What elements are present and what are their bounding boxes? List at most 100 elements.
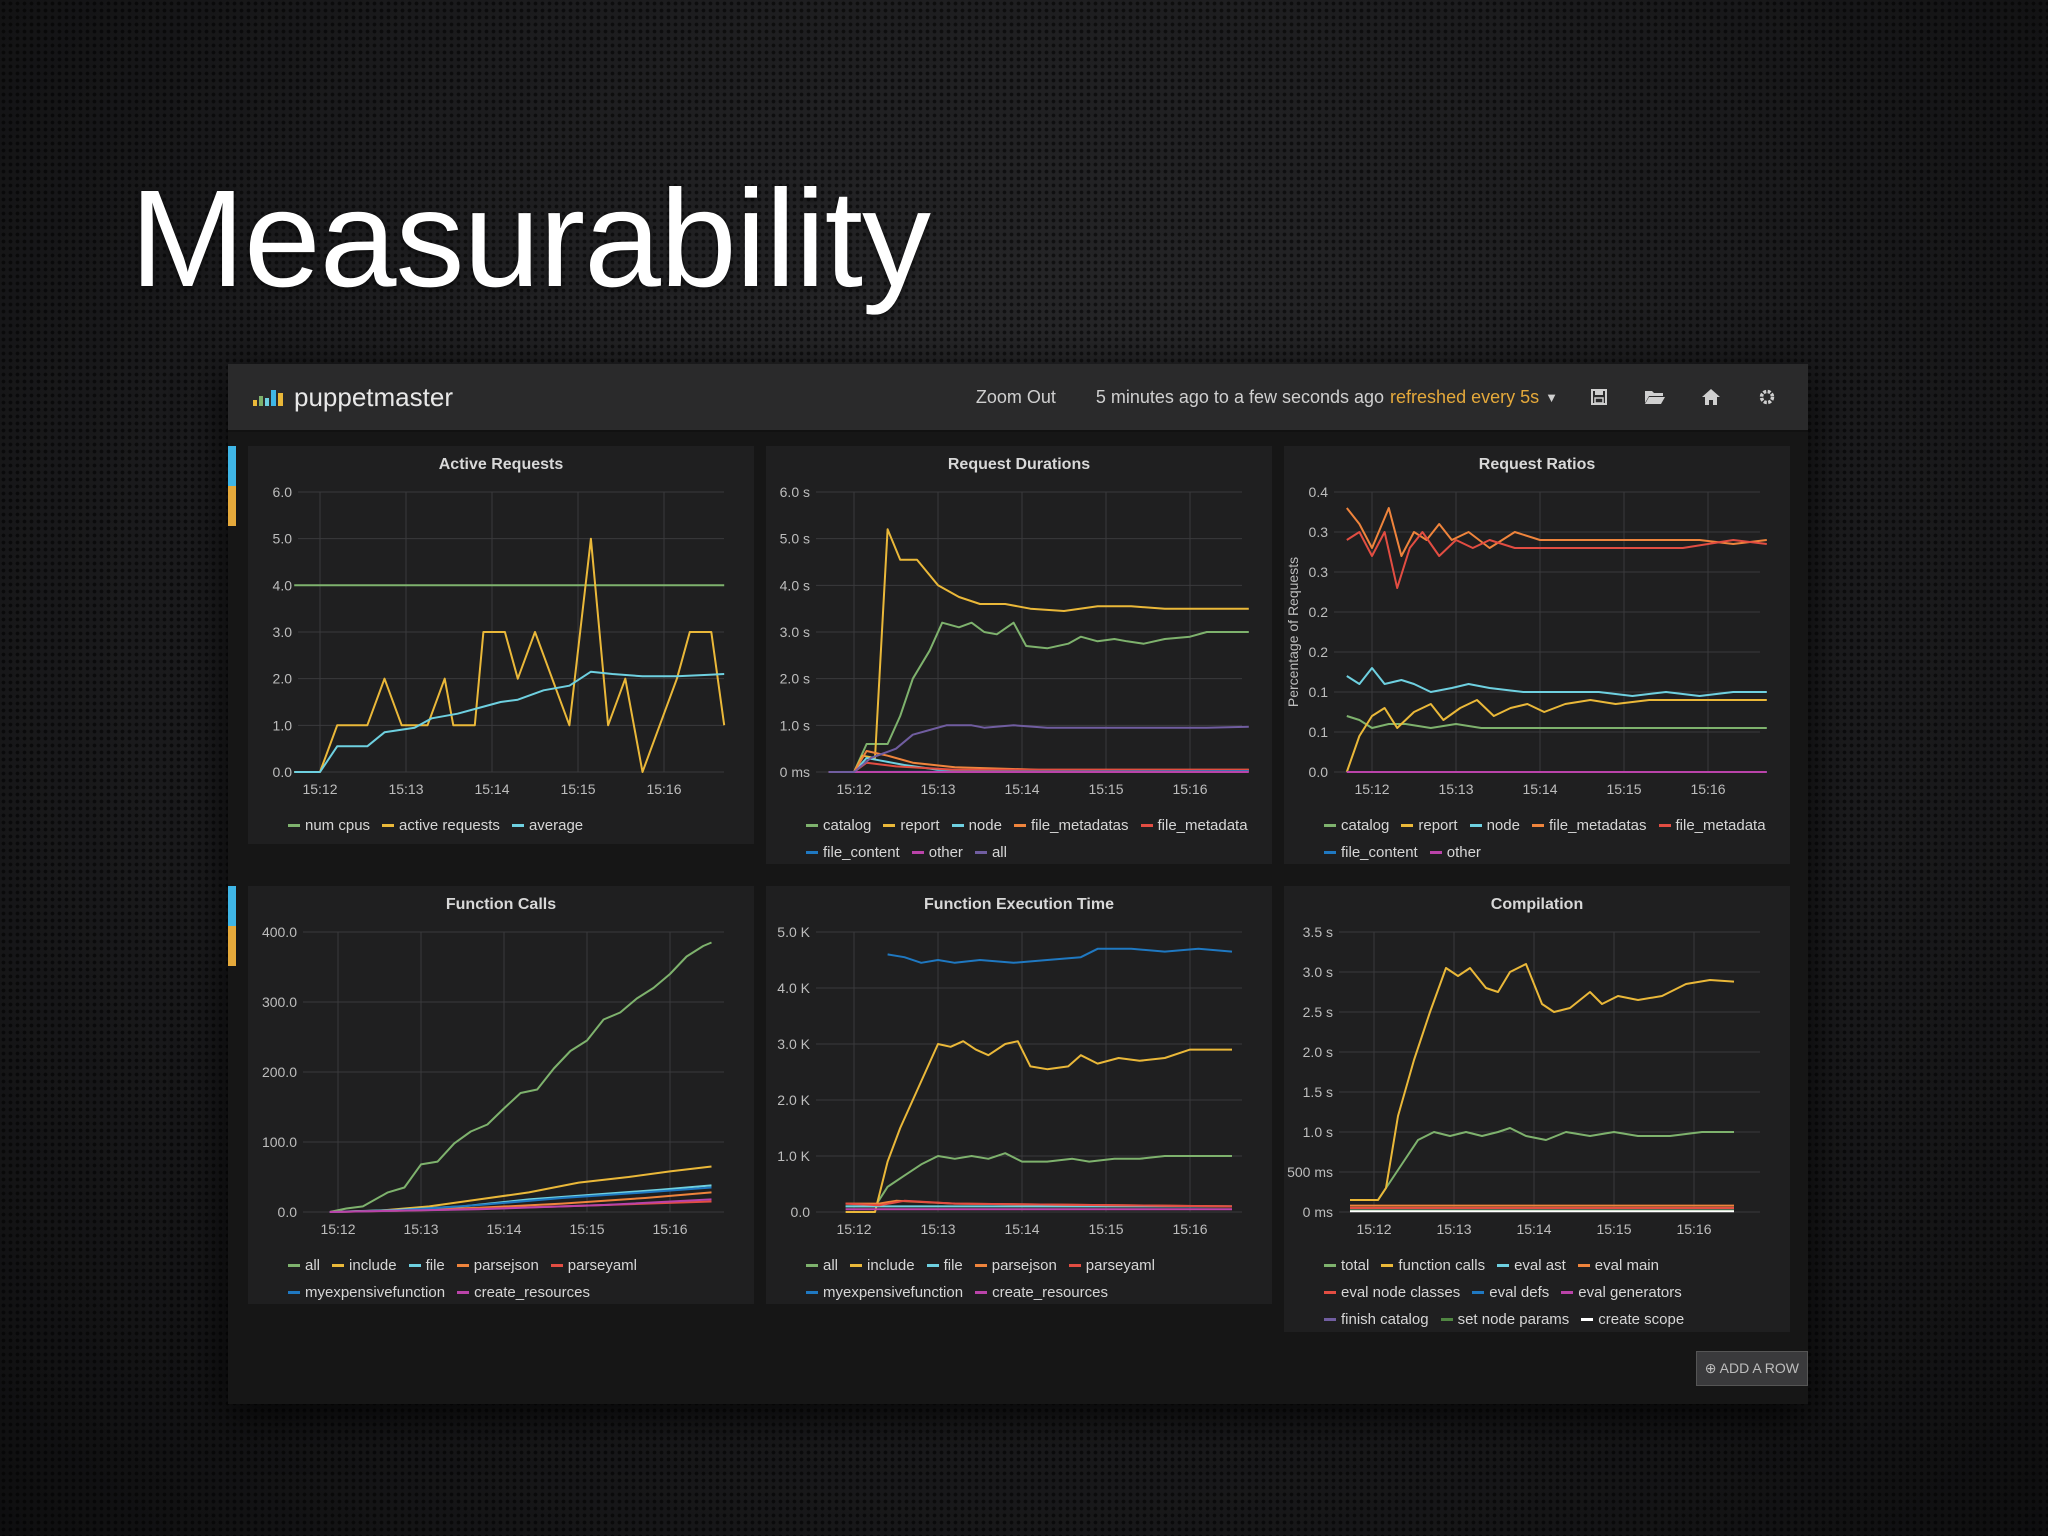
panel-title[interactable]: Request Ratios xyxy=(1478,456,1596,473)
y-tick-label: 0.0 xyxy=(278,1204,298,1220)
legend-item[interactable]: parsejson xyxy=(974,1252,1057,1279)
legend-item[interactable]: file xyxy=(926,1252,963,1279)
y-tick-label: 2.0 K xyxy=(777,1092,810,1108)
panel-title[interactable]: Function Execution Time xyxy=(924,896,1114,913)
panel-request-ratios[interactable]: Request Ratios 0.0 0.1 0.1 0.2 0.2 0.3 0.3 0.4 15… xyxy=(1284,446,1790,864)
legend-item[interactable]: create_resources xyxy=(457,1279,590,1306)
legend-item[interactable]: myexpensivefunction xyxy=(806,1279,963,1306)
legend-label: include xyxy=(867,1257,915,1274)
legend-label: file xyxy=(425,1257,445,1274)
legend-item[interactable]: all xyxy=(288,1252,320,1279)
y-tick-label: 2.5 s xyxy=(1303,1004,1333,1020)
panel-title[interactable]: Request Durations xyxy=(947,456,1091,473)
legend-item[interactable]: total xyxy=(1324,1252,1369,1279)
row-collapse-handle[interactable] xyxy=(228,886,236,966)
legend-item[interactable]: report xyxy=(883,812,940,839)
add-row-label: ADD A ROW xyxy=(1719,1360,1799,1376)
legend-label: report xyxy=(1418,817,1458,834)
row-collapse-handle[interactable] xyxy=(228,446,236,526)
legend-item[interactable]: eval node classes xyxy=(1324,1279,1460,1306)
legend-item[interactable]: file_metadatas xyxy=(1531,812,1647,839)
legend-item[interactable]: eval generators xyxy=(1561,1279,1682,1306)
legend-item[interactable]: parsejson xyxy=(456,1252,539,1279)
y-tick-label: 3.0 s xyxy=(1303,964,1333,980)
legend-item[interactable]: parseyaml xyxy=(550,1252,637,1279)
y-tick-label: 6.0 s xyxy=(780,484,810,500)
x-tick-label: 15:15 xyxy=(1596,1221,1631,1237)
grafana-logo-icon xyxy=(253,390,283,406)
legend-swatch xyxy=(1469,823,1482,827)
legend-item[interactable]: set node params xyxy=(1440,1306,1569,1333)
legend-item[interactable]: eval ast xyxy=(1497,1252,1566,1279)
panel-function-execution-time[interactable]: Function Execution Time 0.0 1.0 K 2.0 K 3.0 … xyxy=(766,886,1272,1304)
legend-label: eval main xyxy=(1594,1257,1659,1274)
legend-item[interactable]: file_metadata xyxy=(1658,812,1766,839)
legend-label: eval ast xyxy=(1514,1257,1566,1274)
legend-item[interactable]: report xyxy=(1401,812,1458,839)
refresh-interval[interactable]: refreshed every 5s xyxy=(1390,386,1540,407)
legend-item[interactable]: node xyxy=(951,812,1002,839)
legend-item[interactable]: node xyxy=(1469,812,1520,839)
legend-label: file_content xyxy=(1341,844,1418,861)
panel-compilation[interactable]: Compilation 0 ms 500 ms 1.0 s 1.5 s 2.0 s 2.5 … xyxy=(1284,886,1790,1332)
save-icon[interactable] xyxy=(1584,382,1614,412)
legend-item[interactable]: num cpus xyxy=(288,812,370,839)
legend-item[interactable]: other xyxy=(1429,839,1481,866)
legend-item[interactable]: include xyxy=(332,1252,397,1279)
legend-item[interactable]: all xyxy=(974,839,1007,866)
panel-title[interactable]: Function Calls xyxy=(445,896,557,913)
legend-item[interactable]: create scope xyxy=(1581,1306,1684,1333)
legend-item[interactable]: all xyxy=(806,1252,838,1279)
legend-item[interactable]: average xyxy=(511,812,583,839)
legend-item[interactable]: finish catalog xyxy=(1324,1306,1429,1333)
legend-item[interactable]: file_content xyxy=(1324,839,1418,866)
folder-open-icon[interactable] xyxy=(1640,382,1670,412)
legend-item[interactable]: file_metadata xyxy=(1140,812,1248,839)
legend-item[interactable]: include xyxy=(850,1252,915,1279)
legend-item[interactable]: eval defs xyxy=(1472,1279,1549,1306)
panel-request-durations[interactable]: Request Durations 0 ms 1.0 s 2.0 s 3.0 s 4.0 … xyxy=(766,446,1272,864)
legend-label: myexpensivefunction xyxy=(823,1284,964,1301)
time-range-picker[interactable]: 5 minutes ago to a few seconds ago xyxy=(1095,386,1385,407)
legend-label: other xyxy=(1446,844,1481,861)
gear-icon[interactable] xyxy=(1752,382,1782,412)
y-tick-label: 4.0 K xyxy=(777,980,810,996)
legend-item[interactable]: function calls xyxy=(1381,1252,1485,1279)
x-tick-label: 15:15 xyxy=(1088,1221,1123,1237)
legend-item[interactable]: parseyaml xyxy=(1068,1252,1155,1279)
y-tick-label: 0.0 xyxy=(1309,764,1329,780)
zoom-out-button[interactable]: Zoom Out xyxy=(975,386,1056,407)
legend-swatch xyxy=(1658,823,1671,827)
y-tick-label: 0 ms xyxy=(780,764,810,780)
panel-title[interactable]: Active Requests xyxy=(438,456,564,473)
legend-label: parsejson xyxy=(473,1257,539,1274)
x-tick-label: 15:16 xyxy=(646,781,681,797)
legend-swatch xyxy=(288,1263,300,1267)
panel-title[interactable]: Compilation xyxy=(1490,896,1584,913)
legend-item[interactable]: create_resources xyxy=(975,1279,1108,1306)
legend-item[interactable]: myexpensivefunction xyxy=(288,1279,445,1306)
x-tick-label: 15:13 xyxy=(388,781,423,797)
legend-swatch xyxy=(1324,1263,1336,1267)
panel-active-requests[interactable]: Active Requests 0.0 1.0 2.0 3.0 4.0 5.0 6.0 15:1… xyxy=(248,446,754,844)
legend-item[interactable]: file_content xyxy=(806,839,900,866)
home-icon[interactable] xyxy=(1696,382,1726,412)
legend-swatch xyxy=(1497,1263,1510,1267)
legend-item[interactable]: active requests xyxy=(382,812,500,839)
legend-swatch xyxy=(883,823,896,827)
legend-swatch xyxy=(911,850,924,854)
legend-item[interactable]: other xyxy=(911,839,963,866)
legend-item[interactable]: file xyxy=(408,1252,445,1279)
y-tick-label: 3.0 xyxy=(273,624,293,640)
legend-label: node xyxy=(1486,817,1520,834)
legend-swatch xyxy=(1324,1290,1336,1294)
panel-function-calls[interactable]: Function Calls 0.0 100.0 200.0 300.0 400.0 15:… xyxy=(248,886,754,1304)
legend-item[interactable]: file_metadatas xyxy=(1013,812,1129,839)
x-tick-label: 15:13 xyxy=(920,781,955,797)
chevron-down-icon[interactable]: ▼ xyxy=(1545,389,1558,405)
brand-logo[interactable]: puppetmaster xyxy=(252,382,453,413)
add-row-button[interactable]: ⊕ ADD A ROW xyxy=(1695,1351,1808,1386)
legend-item[interactable]: catalog xyxy=(1324,812,1389,839)
legend-item[interactable]: eval main xyxy=(1577,1252,1659,1279)
legend-item[interactable]: catalog xyxy=(806,812,871,839)
